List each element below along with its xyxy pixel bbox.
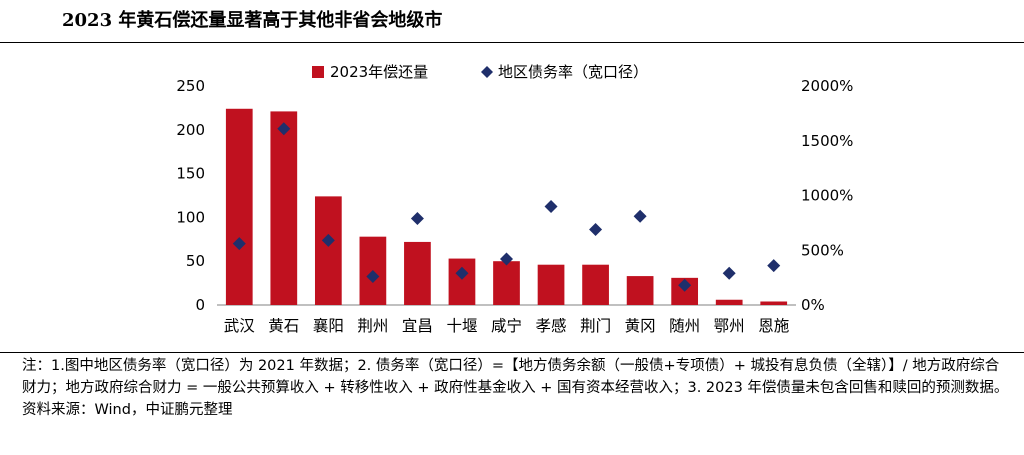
footnotes: 注：1.图中地区债务率（宽口径）为 2021 年数据；2. 债务率（宽口径）=【…: [22, 355, 1012, 421]
x-tick-label: 孝感: [536, 317, 567, 335]
scatter-point: [410, 211, 424, 225]
x-tick-label: 恩施: [758, 317, 789, 335]
y-right-tick-label: 500%: [801, 241, 844, 259]
top-rule: [0, 42, 1024, 43]
legend-label-bar: 2023年偿还量: [330, 63, 428, 81]
x-tick-label: 随州: [669, 317, 700, 335]
x-tick-label: 十堰: [446, 317, 477, 335]
scatter-point: [544, 199, 558, 213]
bar: [314, 196, 342, 305]
bar: [760, 301, 788, 305]
bar: [270, 111, 298, 306]
source-text: 资料来源：Wind，中证鹏元整理: [22, 402, 233, 418]
scatter-point: [589, 222, 603, 236]
scatter-point: [321, 233, 335, 247]
bar: [537, 264, 565, 305]
bar: [715, 299, 743, 305]
legend-label-point: 地区债务率（宽口径）: [498, 63, 648, 81]
y-right-tick-label: 0%: [801, 296, 825, 314]
note-text: 注：1.图中地区债务率（宽口径）为 2021 年数据；2. 债务率（宽口径）=【…: [22, 358, 1009, 396]
x-tick-label: 荆门: [580, 317, 611, 335]
y-left-tick-label: 200: [176, 121, 205, 139]
scatter-point: [500, 252, 513, 266]
axes: 0 50 100 150 200 250 0% 500% 1000% 1500% 2000% 武汉 黄石…: [176, 77, 853, 335]
legend-swatch-point: [481, 66, 493, 78]
legend: 2023年偿还量 地区债务率（宽口径）: [312, 63, 648, 81]
y-right-tick-label: 1500%: [801, 132, 853, 150]
y-left-tick-label: 250: [176, 77, 205, 95]
y-left-tick-label: 0: [195, 296, 205, 314]
bar: [493, 261, 520, 305]
bar-series: [225, 108, 788, 306]
y-left-tick-label: 100: [176, 208, 205, 226]
x-tick-label: 黄石: [268, 317, 299, 335]
scatter-point: [366, 270, 380, 284]
scatter-point: [455, 266, 469, 280]
bar: [626, 276, 654, 305]
scatter-point: [277, 122, 291, 136]
y-left-tick-label: 50: [186, 252, 205, 270]
x-tick-label: 咸宁: [491, 317, 522, 335]
x-tick-label: 武汉: [224, 317, 256, 335]
scatter-point: [633, 209, 647, 223]
bottom-rule: [0, 352, 1024, 353]
scatter-series: [232, 122, 781, 292]
scatter-point: [722, 266, 736, 280]
legend-swatch-bar: [312, 66, 324, 78]
bar: [582, 264, 609, 305]
chart-title: 2023 年黄石偿还量显著高于其他非省会地级市: [62, 10, 443, 31]
y-right-tick-label: 2000%: [801, 77, 853, 95]
scatter-point: [678, 278, 692, 292]
bar: [225, 108, 253, 305]
x-tick-label: 襄阳: [313, 316, 344, 335]
scatter-point: [767, 259, 781, 273]
x-tick-label: 荆州: [357, 317, 388, 335]
y-right-tick-label: 1000%: [801, 187, 853, 205]
scatter-point: [232, 237, 246, 251]
x-tick-label: 黄冈: [625, 317, 656, 335]
bar: [448, 258, 476, 305]
x-tick-label: 鄂州: [714, 317, 745, 335]
y-left-tick-label: 150: [176, 165, 205, 183]
x-tick-label: 宜昌: [402, 317, 433, 335]
chart: 0 50 100 150 200 250 0% 500% 1000% 1500% 2000% 武汉 黄石…: [176, 63, 853, 335]
bar: [404, 241, 431, 305]
